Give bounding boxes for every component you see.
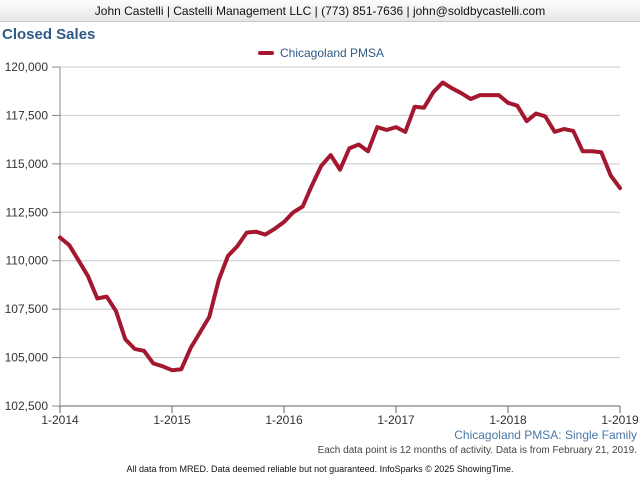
- legend-swatch: [258, 51, 274, 55]
- chart-plot: 102,500 105,000 107,500 110,000 112,500 115,0…: [5, 60, 639, 427]
- y-tick-label: 107,500: [5, 302, 49, 316]
- header-bar: John Castelli | Castelli Management LLC …: [0, 0, 640, 22]
- y-tick-label: 102,500: [5, 399, 49, 413]
- footer-text: All data from MRED. Data deemed reliable…: [126, 464, 514, 474]
- legend-label: Chicagoland PMSA: [280, 46, 385, 60]
- header-contact-text: John Castelli | Castelli Management LLC …: [94, 4, 546, 18]
- x-tick-label: 1-2016: [265, 413, 303, 427]
- chart-title: Closed Sales: [2, 26, 96, 43]
- region-label: Chicagoland PMSA: Single Family: [454, 428, 637, 442]
- y-tick-label: 117,500: [6, 108, 49, 122]
- y-tick-label: 115,000: [6, 157, 49, 171]
- series-line: [58, 80, 622, 373]
- x-tick-label: 1-2019: [601, 413, 639, 427]
- y-tick-label: 120,000: [5, 60, 49, 74]
- legend[interactable]: Chicagoland PMSA: [258, 45, 384, 61]
- data-note: Each data point is 12 months of activity…: [317, 445, 637, 456]
- x-tick-label: 1-2017: [377, 413, 415, 427]
- y-tick-label: 110,000: [6, 254, 49, 268]
- y-tick-label: 112,500: [6, 205, 49, 219]
- x-tick-label: 1-2014: [41, 413, 79, 427]
- y-tick-label: 105,000: [5, 351, 49, 365]
- x-tick-label: 1-2015: [153, 413, 191, 427]
- x-tick-label: 1-2018: [489, 413, 527, 427]
